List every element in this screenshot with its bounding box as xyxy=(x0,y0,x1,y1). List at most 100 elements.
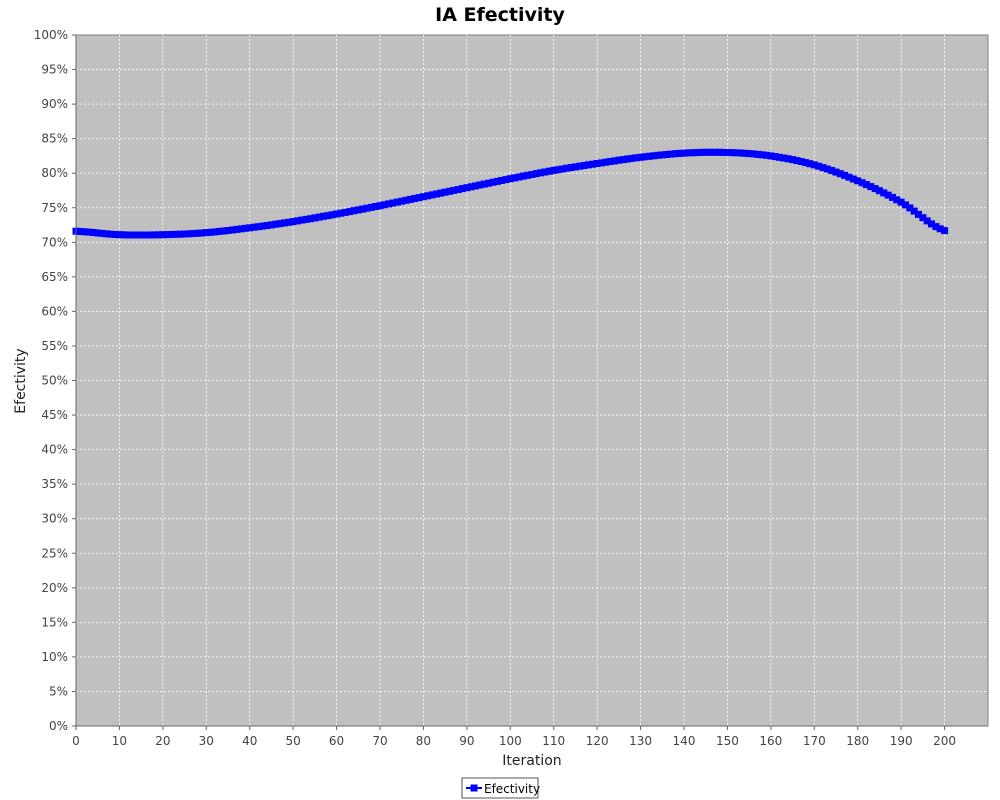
data-point xyxy=(129,231,136,239)
y-tick-label: 35% xyxy=(41,477,68,491)
data-point xyxy=(150,231,158,239)
data-point xyxy=(702,148,710,156)
x-tick-label: 10 xyxy=(112,734,127,748)
data-point xyxy=(910,207,918,215)
data-point xyxy=(228,226,236,234)
data-point xyxy=(741,149,749,157)
data-point xyxy=(606,158,614,165)
data-point xyxy=(524,171,532,179)
data-point xyxy=(615,156,623,164)
data-point xyxy=(750,150,757,158)
data-point xyxy=(906,204,914,212)
data-point xyxy=(693,149,701,157)
data-point xyxy=(333,210,341,218)
data-point xyxy=(294,217,301,225)
data-point xyxy=(111,231,119,238)
y-tick-label: 40% xyxy=(41,443,68,457)
data-point xyxy=(398,197,406,205)
data-point xyxy=(102,230,110,238)
x-tick-label: 180 xyxy=(846,734,869,748)
y-tick-label: 65% xyxy=(41,270,68,284)
data-point xyxy=(194,229,202,237)
data-point xyxy=(463,184,471,192)
data-point xyxy=(806,160,814,168)
data-point xyxy=(433,190,440,198)
data-point xyxy=(810,161,818,169)
data-point xyxy=(393,198,401,206)
y-tick-label: 5% xyxy=(49,684,68,698)
data-point xyxy=(489,178,497,186)
y-tick-label: 100% xyxy=(34,28,68,42)
data-point xyxy=(220,227,228,235)
data-point xyxy=(107,230,115,238)
data-point xyxy=(485,179,493,187)
data-point xyxy=(706,148,714,156)
data-point xyxy=(337,209,345,217)
data-point xyxy=(532,170,540,178)
x-tick-label: 40 xyxy=(242,734,257,748)
data-point xyxy=(502,176,510,184)
data-point xyxy=(684,149,692,157)
data-point xyxy=(545,167,553,175)
legend-marker-icon xyxy=(470,784,478,792)
data-point xyxy=(550,166,558,174)
data-point xyxy=(689,149,697,157)
data-point xyxy=(81,228,89,236)
data-point xyxy=(923,217,931,225)
data-point xyxy=(797,158,805,165)
data-point xyxy=(758,151,766,159)
data-point xyxy=(802,159,810,167)
data-point xyxy=(224,227,232,234)
data-point xyxy=(593,160,601,167)
data-point xyxy=(402,196,410,204)
data-point xyxy=(437,189,445,197)
data-point xyxy=(832,168,840,176)
data-point xyxy=(428,191,436,199)
data-point xyxy=(819,164,827,172)
x-tick-label: 170 xyxy=(803,734,826,748)
data-point xyxy=(611,157,618,165)
data-point xyxy=(454,186,462,193)
x-tick-label: 200 xyxy=(933,734,956,748)
data-point xyxy=(515,173,523,181)
data-point xyxy=(641,153,649,161)
chart-title: IA Efectivity xyxy=(435,4,565,26)
x-tick-label: 120 xyxy=(586,734,609,748)
data-point xyxy=(719,148,727,156)
data-point xyxy=(281,219,288,227)
data-point xyxy=(376,202,384,210)
data-point xyxy=(181,230,189,238)
data-point xyxy=(328,211,336,219)
data-point xyxy=(893,196,901,204)
data-point xyxy=(506,175,514,183)
data-point xyxy=(237,225,245,233)
y-tick-label: 10% xyxy=(41,650,68,664)
y-tick-label: 50% xyxy=(41,374,68,388)
data-point xyxy=(189,230,197,237)
data-point xyxy=(511,174,519,182)
data-point xyxy=(285,218,293,226)
y-tick-label: 45% xyxy=(41,408,68,422)
data-point xyxy=(763,151,770,159)
data-point xyxy=(637,153,645,161)
data-point xyxy=(289,218,297,226)
data-point xyxy=(406,195,414,203)
x-tick-label: 190 xyxy=(890,734,913,748)
data-point xyxy=(828,167,836,174)
data-point xyxy=(680,149,688,157)
y-tick-label: 95% xyxy=(41,63,68,77)
series-layer xyxy=(72,148,949,239)
data-point xyxy=(554,166,562,174)
data-point xyxy=(367,203,375,211)
data-point xyxy=(745,150,753,158)
data-point xyxy=(298,216,306,224)
data-point xyxy=(246,224,254,232)
data-point xyxy=(320,212,327,220)
data-point xyxy=(567,164,575,171)
data-point xyxy=(76,228,84,235)
y-tick-label: 90% xyxy=(41,97,68,111)
data-point xyxy=(676,149,684,157)
data-point xyxy=(624,155,631,163)
data-point xyxy=(632,154,640,162)
data-point xyxy=(354,206,362,214)
